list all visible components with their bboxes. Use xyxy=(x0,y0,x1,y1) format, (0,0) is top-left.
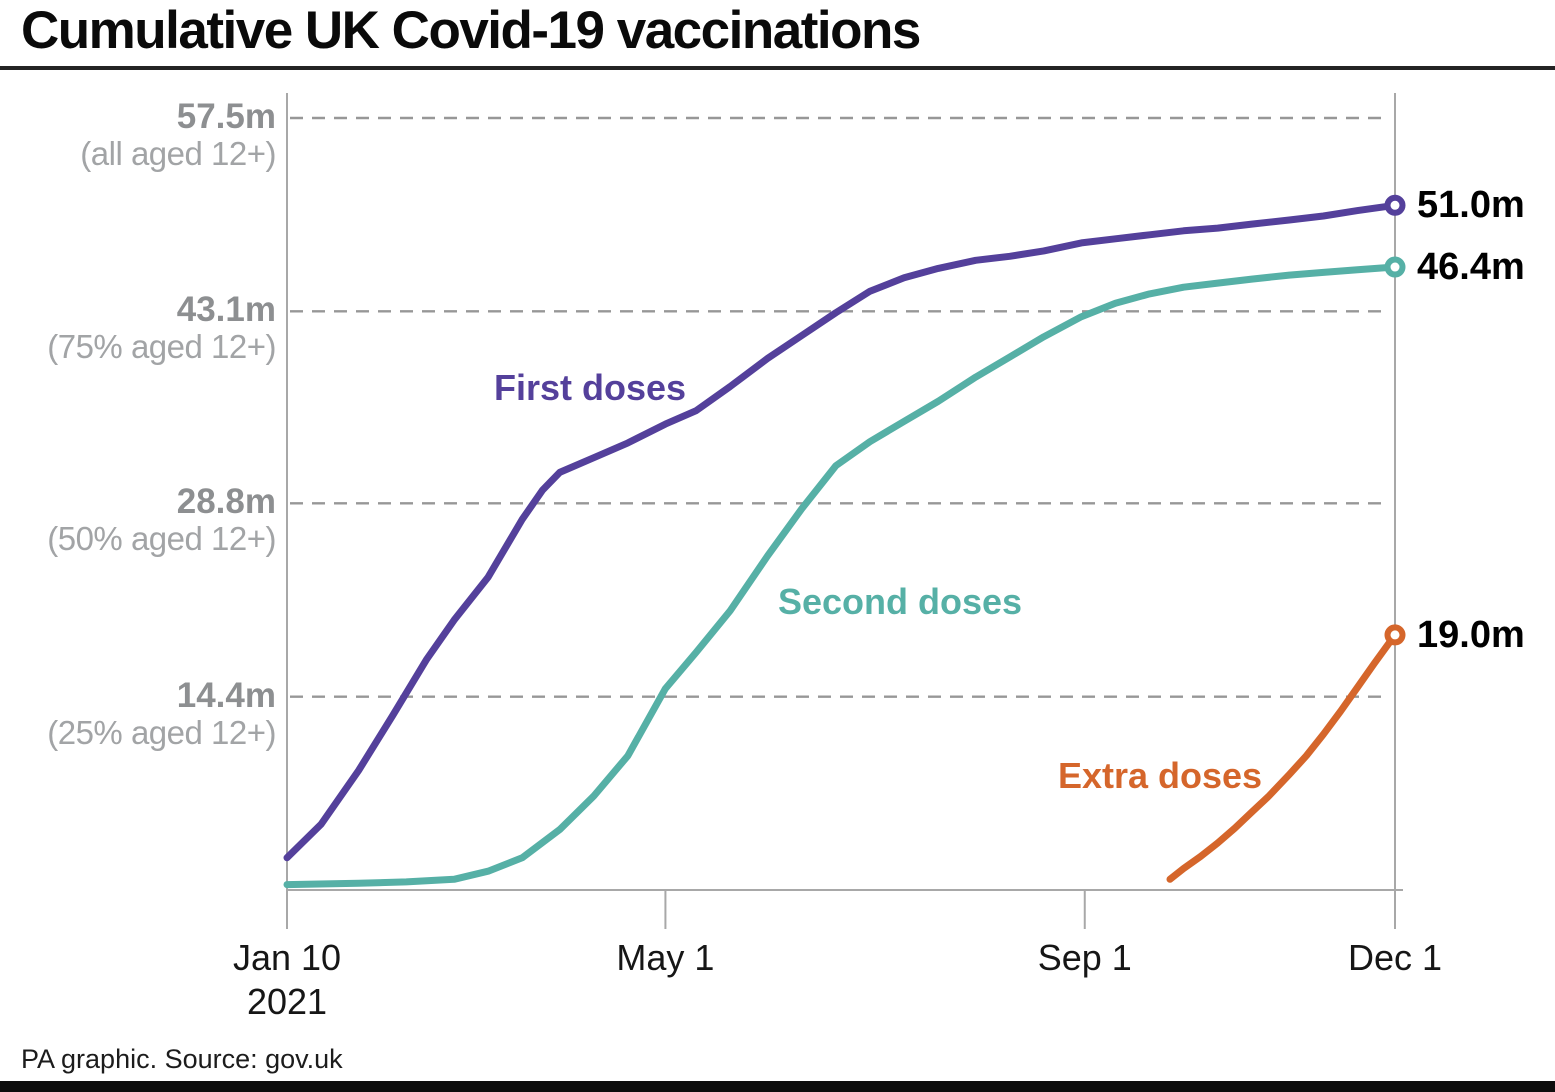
x-axis-label-jan10: Jan 10 2021 xyxy=(233,936,341,1024)
line-first-doses xyxy=(283,201,1399,862)
line-second-doses xyxy=(283,263,1399,889)
source-credit: PA graphic. Source: gov.uk xyxy=(21,1044,343,1074)
title-divider xyxy=(0,66,1555,70)
series-label-second-doses: Second doses xyxy=(777,581,1023,622)
end-value-extra-doses: 19.0m xyxy=(1417,613,1525,656)
x-axis-label-dec1: Dec 1 xyxy=(1348,936,1442,980)
x-axis-date: May 1 xyxy=(616,937,715,978)
page-title: Cumulative UK Covid-19 vaccinations xyxy=(21,1,921,60)
series-label-first-doses: First doses xyxy=(493,367,687,408)
endpoint-marker-second-doses xyxy=(1384,256,1406,278)
series-label-extra-doses: Extra doses xyxy=(1057,755,1263,796)
x-axis-date: Dec 1 xyxy=(1347,937,1443,978)
x-axis-date: Jan 10 xyxy=(232,937,342,978)
y-axis-value: 28.8m xyxy=(176,482,276,522)
y-axis-label-43-1m: 43.1m (75% aged 12+) xyxy=(47,291,276,365)
y-axis-sublabel: (all aged 12+) xyxy=(80,135,276,172)
y-axis-label-28-8m: 28.8m (50% aged 12+) xyxy=(47,483,276,557)
y-axis-sublabel: (50% aged 12+) xyxy=(47,520,276,558)
x-axis-label-may1: May 1 xyxy=(616,936,714,980)
end-value-second-doses: 46.4m xyxy=(1417,246,1525,289)
y-axis-value: 14.4m xyxy=(176,675,276,715)
y-axis-sublabel: (75% aged 12+) xyxy=(47,328,276,366)
x-axis-date: Sep 1 xyxy=(1037,937,1132,978)
y-axis-label-57-5m: 57.5m (all aged 12+) xyxy=(80,98,276,172)
endpoint-marker-first-doses xyxy=(1384,194,1406,216)
x-axis-year: 2021 xyxy=(246,981,328,1022)
y-axis-label-14-4m: 14.4m (25% aged 12+) xyxy=(47,677,276,751)
y-axis-value: 43.1m xyxy=(176,290,276,330)
x-axis-label-sep1: Sep 1 xyxy=(1038,936,1132,980)
line-extra-doses xyxy=(1166,631,1399,883)
y-axis-sublabel: (25% aged 12+) xyxy=(47,713,276,751)
footer-bar xyxy=(0,1081,1555,1092)
end-value-first-doses: 51.0m xyxy=(1417,184,1525,227)
y-axis-value: 57.5m xyxy=(176,97,276,136)
endpoint-marker-extra-doses xyxy=(1384,624,1406,646)
